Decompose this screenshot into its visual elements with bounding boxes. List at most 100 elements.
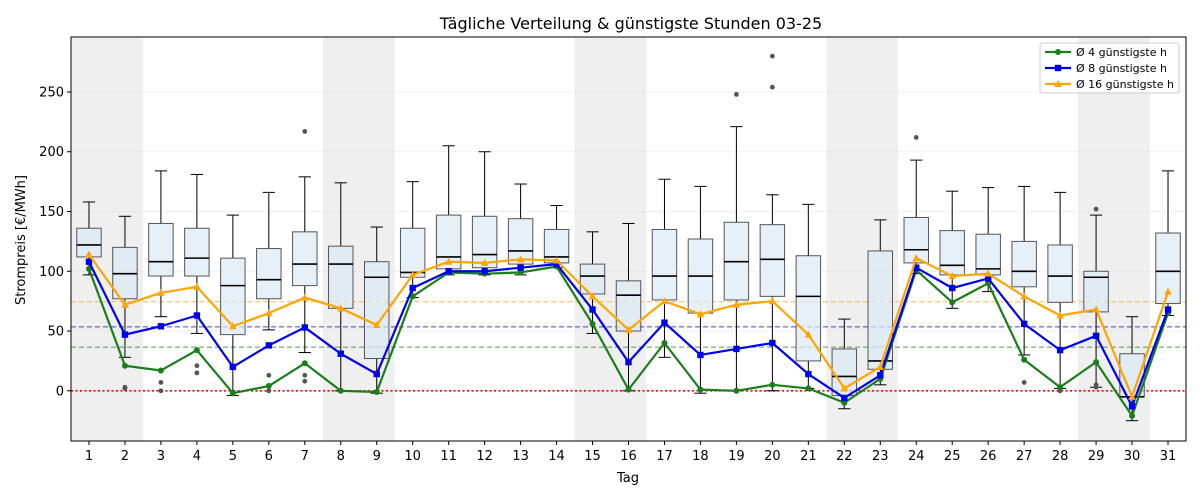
legend-entry-0: Ø 4 günstigste h bbox=[1045, 46, 1167, 59]
x-tick-label-21: 21 bbox=[800, 449, 817, 464]
series-0-point-4 bbox=[193, 347, 200, 354]
series-1-point-8 bbox=[337, 350, 344, 357]
series-2-point-16 bbox=[624, 325, 633, 333]
series-2-point-5 bbox=[229, 322, 237, 330]
box-day-19 bbox=[723, 91, 750, 392]
x-tick-label-20: 20 bbox=[764, 449, 781, 464]
series-2-point-7 bbox=[300, 293, 309, 301]
series-0-point-5 bbox=[229, 390, 236, 397]
legend-marker-2 bbox=[1054, 80, 1062, 87]
box-day-10 bbox=[399, 181, 426, 299]
flier-0 bbox=[266, 388, 272, 394]
x-tick-label-29: 29 bbox=[1088, 449, 1105, 464]
series-1-point-11 bbox=[445, 268, 452, 275]
series-0-point-29 bbox=[1093, 359, 1100, 366]
flier-1 bbox=[194, 363, 200, 369]
boxes-layer bbox=[76, 53, 1181, 422]
mean-lines-layer bbox=[71, 301, 1186, 392]
box-day-3 bbox=[148, 170, 174, 394]
x-tick-label-18: 18 bbox=[692, 449, 709, 464]
series-1-point-27 bbox=[1020, 320, 1028, 328]
series-1-point-24 bbox=[913, 264, 920, 271]
x-tick-label-13: 13 bbox=[512, 449, 529, 464]
series-0-point-8 bbox=[337, 387, 344, 394]
x-tick-label-27: 27 bbox=[1016, 449, 1033, 464]
flier-1 bbox=[266, 372, 272, 378]
box-day-28 bbox=[1047, 191, 1073, 394]
box-day-23 bbox=[867, 219, 894, 386]
box-day-24 bbox=[903, 135, 929, 275]
series-1-point-28 bbox=[1056, 346, 1064, 354]
series-2-point-28 bbox=[1056, 311, 1064, 319]
series-1-point-7 bbox=[301, 324, 308, 331]
series-0-point-2 bbox=[121, 362, 128, 369]
series-0-point-16 bbox=[625, 386, 632, 393]
series-1-point-25 bbox=[949, 284, 956, 292]
series-2-point-8 bbox=[336, 304, 345, 312]
flier-1 bbox=[1093, 382, 1099, 388]
x-tick-label-26: 26 bbox=[980, 449, 997, 464]
legend-entry-2: Ø 16 günstigste h bbox=[1045, 78, 1174, 91]
flier-0 bbox=[302, 378, 308, 384]
box-day-25 bbox=[939, 190, 965, 309]
series-2-point-19 bbox=[732, 300, 741, 308]
box-day-8 bbox=[328, 182, 354, 392]
box-iqr bbox=[1047, 244, 1073, 303]
series-2 bbox=[85, 250, 1172, 400]
series-0-point-15 bbox=[589, 320, 596, 327]
series-1-point-30 bbox=[1128, 403, 1136, 410]
box-iqr bbox=[256, 248, 282, 300]
series-0-point-19 bbox=[733, 387, 740, 394]
box-iqr bbox=[292, 231, 318, 287]
series-2-point-29 bbox=[1092, 305, 1100, 313]
series-1-point-19 bbox=[733, 345, 740, 353]
legend-label-2: Ø 16 günstigste h bbox=[1076, 78, 1174, 91]
series-2-point-2 bbox=[121, 300, 129, 308]
x-tick-label-6: 6 bbox=[265, 449, 273, 464]
series-1-point-13 bbox=[517, 264, 524, 271]
x-tick-label-28: 28 bbox=[1052, 449, 1069, 464]
series-0-point-13 bbox=[517, 269, 524, 276]
flier-0 bbox=[769, 84, 775, 90]
flier-0 bbox=[1021, 380, 1027, 385]
y-axis-label: Strompreis [€/MWh] bbox=[14, 175, 29, 305]
box-day-11 bbox=[435, 145, 462, 276]
series-0-point-20 bbox=[769, 381, 776, 388]
x-tick-label-25: 25 bbox=[944, 449, 961, 464]
series-2-point-18 bbox=[696, 310, 705, 318]
series-0-point-28 bbox=[1057, 384, 1064, 391]
series-0-point-1 bbox=[85, 265, 92, 272]
legend: Ø 4 günstigste h Ø 8 günstigste h Ø 16 gün… bbox=[1039, 42, 1180, 94]
series-0-point-18 bbox=[697, 386, 704, 393]
y-tick-label-0: 0 bbox=[56, 384, 64, 399]
x-tick-label-1: 1 bbox=[85, 449, 93, 464]
series-2-point-4 bbox=[193, 282, 201, 290]
series-2-point-27 bbox=[1020, 292, 1028, 300]
y-tick-label-250: 250 bbox=[39, 85, 64, 100]
series-1-point-18 bbox=[697, 351, 704, 359]
series-1-point-20 bbox=[769, 339, 776, 347]
x-tick-label-31: 31 bbox=[1160, 449, 1177, 464]
series-2-point-22 bbox=[840, 384, 849, 392]
box-iqr bbox=[939, 230, 965, 276]
box-day-21 bbox=[795, 203, 822, 389]
series-2-point-14 bbox=[552, 256, 561, 264]
series-2-point-10 bbox=[408, 270, 417, 278]
x-tick-label-9: 9 bbox=[373, 449, 381, 464]
x-tick-label-23: 23 bbox=[872, 449, 889, 464]
flier-1 bbox=[122, 384, 128, 390]
series-1-point-16 bbox=[625, 358, 632, 366]
box-iqr bbox=[363, 261, 390, 360]
series-1-point-21 bbox=[805, 370, 812, 378]
series-1-point-2 bbox=[121, 331, 129, 338]
series-1-point-12 bbox=[481, 268, 488, 275]
x-tick-label-19: 19 bbox=[728, 449, 745, 464]
x-tick-label-12: 12 bbox=[476, 449, 493, 464]
box-iqr bbox=[1011, 240, 1037, 288]
series-1-point-5 bbox=[229, 363, 237, 371]
series-1-point-4 bbox=[193, 312, 201, 319]
y-tick-label-50: 50 bbox=[47, 325, 64, 340]
x-tick-label-24: 24 bbox=[908, 449, 925, 464]
